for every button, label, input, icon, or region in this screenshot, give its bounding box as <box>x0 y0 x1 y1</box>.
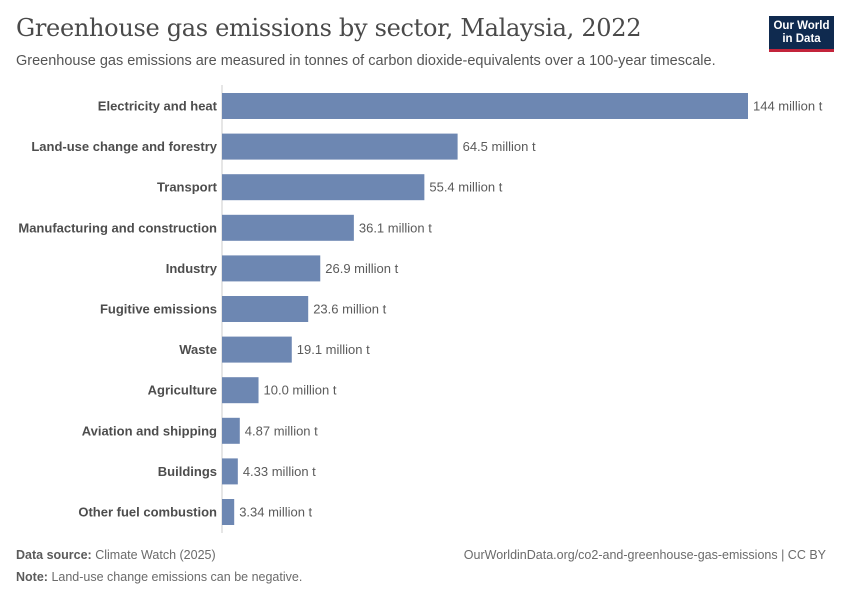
value-label: 4.87 million t <box>245 423 318 438</box>
chart-title: Greenhouse gas emissions by sector, Mala… <box>16 14 642 42</box>
chart-subtitle: Greenhouse gas emissions are measured in… <box>16 53 716 69</box>
category-label: Buildings <box>158 464 217 479</box>
bar-chart: Electricity and heat 144 million t Land-us… <box>18 85 823 533</box>
logo-line-2: in Data <box>782 33 821 45</box>
bar[interactable] <box>222 458 238 485</box>
bar[interactable] <box>222 214 354 241</box>
category-label: Land-use change and forestry <box>31 139 217 154</box>
category-label: Fugitive emissions <box>100 302 217 317</box>
category-label: Agriculture <box>148 383 217 398</box>
category-label: Industry <box>166 261 218 276</box>
note-text: Land-use change emissions can be negativ… <box>51 570 303 584</box>
owid-logo[interactable]: Our World in Data <box>769 16 834 52</box>
category-label: Transport <box>157 180 218 195</box>
value-label: 23.6 million t <box>313 302 386 317</box>
bar[interactable] <box>222 296 309 322</box>
bar[interactable] <box>222 417 240 444</box>
bar[interactable] <box>222 174 425 201</box>
value-label: 19.1 million t <box>297 342 370 357</box>
footnote: Note: Land-use change emissions can be n… <box>16 570 302 584</box>
bar[interactable] <box>222 255 321 282</box>
data-source: Data source: Climate Watch (2025) <box>16 548 216 562</box>
category-label: Other fuel combustion <box>78 505 217 520</box>
bar[interactable] <box>222 499 235 525</box>
category-label: Aviation and shipping <box>82 423 217 438</box>
value-label: 26.9 million t <box>325 261 398 276</box>
category-label: Waste <box>179 342 217 357</box>
value-label: 64.5 million t <box>463 139 536 154</box>
category-label: Manufacturing and construction <box>18 220 217 235</box>
source-url[interactable]: OurWorldinData.org/co2-and-greenhouse-ga… <box>463 548 826 562</box>
bar[interactable] <box>222 133 458 160</box>
bar[interactable] <box>222 377 259 404</box>
value-label: 55.4 million t <box>429 180 502 195</box>
note-label: Note: <box>16 570 48 584</box>
value-label: 3.34 million t <box>239 505 312 520</box>
data-source-link[interactable]: Climate Watch (2025) <box>95 548 216 562</box>
logo-line-1: Our World <box>773 20 830 32</box>
bar[interactable] <box>222 336 292 363</box>
value-label: 10.0 million t <box>264 383 337 398</box>
bar[interactable] <box>222 93 748 119</box>
value-label: 144 million t <box>753 99 823 114</box>
data-source-label: Data source: <box>16 548 92 562</box>
category-label: Electricity and heat <box>98 99 218 114</box>
value-label: 36.1 million t <box>359 220 432 235</box>
value-label: 4.33 million t <box>243 464 316 479</box>
